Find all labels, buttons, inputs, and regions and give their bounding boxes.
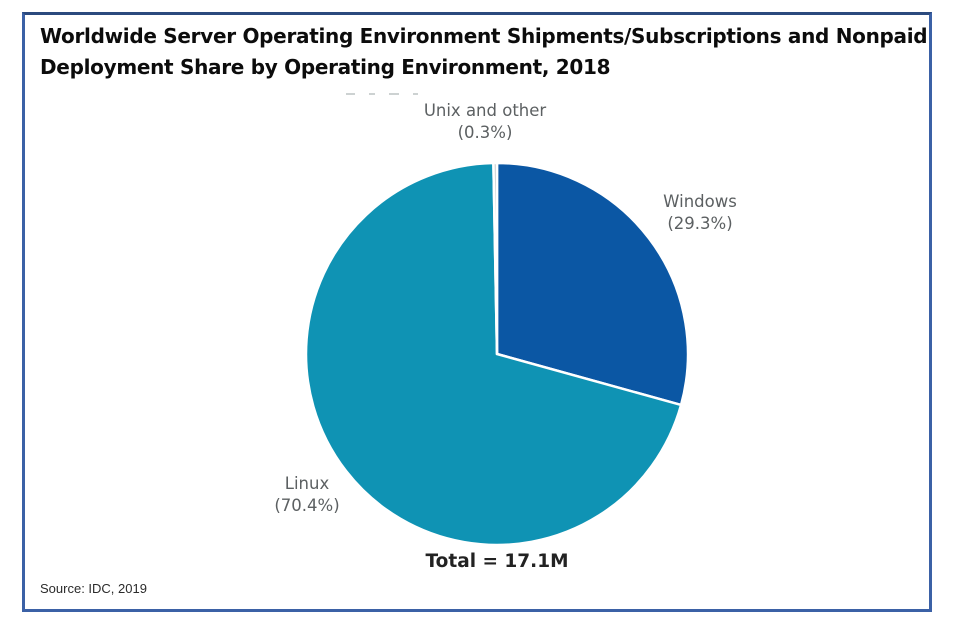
pie-slice-linux (304, 161, 683, 547)
pie-label-unix-name: Unix and other (423, 101, 547, 120)
chart-title: Worldwide Server Operating Environment S… (40, 21, 928, 83)
pie-label-linux-name: Linux (284, 474, 330, 493)
chart-title-line2: Deployment Share by Operating Environmen… (40, 55, 611, 79)
pie-slice-windows (495, 161, 690, 407)
source-note: Source: IDC, 2019 (40, 581, 147, 596)
pie-label-linux: Linux (70.4%) (237, 473, 377, 517)
pie-label-windows-name: Windows (663, 192, 737, 211)
pie-label-unix-and-other: Unix and other (0.3%) (395, 100, 575, 144)
pie-svg (304, 161, 690, 547)
pie-total-label: Total = 17.1M (425, 551, 569, 572)
pie-label-unix-pct: (0.3%) (457, 123, 513, 142)
cropped-text-artifact (346, 93, 456, 96)
pie-label-windows-pct: (29.3%) (667, 214, 733, 233)
pie-chart (303, 160, 691, 548)
pie-label-windows: Windows (29.3%) (630, 191, 770, 235)
pie-slice-unix-and-other (492, 161, 499, 355)
chart-title-line1: Worldwide Server Operating Environment S… (40, 24, 928, 48)
pie-label-linux-pct: (70.4%) (274, 496, 340, 515)
